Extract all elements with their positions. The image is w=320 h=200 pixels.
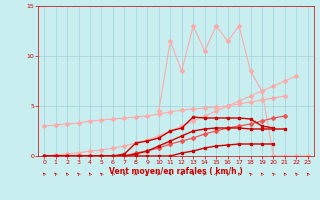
X-axis label: Vent moyen/en rafales ( km/h ): Vent moyen/en rafales ( km/h ) (109, 167, 243, 176)
